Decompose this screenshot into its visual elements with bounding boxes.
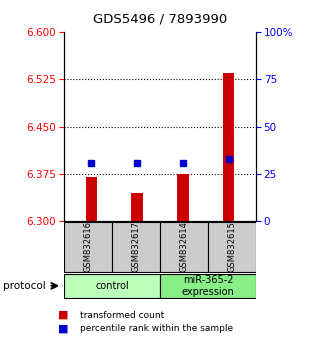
Bar bbox=[64, 274, 160, 298]
Bar bbox=[160, 222, 208, 272]
Text: miR-365-2
expression: miR-365-2 expression bbox=[182, 275, 234, 297]
Text: ■: ■ bbox=[58, 310, 68, 320]
Text: GSM832616: GSM832616 bbox=[84, 221, 92, 273]
Bar bbox=[112, 222, 160, 272]
Text: protocol: protocol bbox=[3, 281, 46, 291]
Bar bbox=[132, 193, 143, 221]
Bar bbox=[208, 222, 256, 272]
Bar bbox=[223, 73, 234, 221]
Text: GDS5496 / 7893990: GDS5496 / 7893990 bbox=[93, 12, 227, 25]
Text: GSM832615: GSM832615 bbox=[228, 222, 236, 272]
Text: GSM832614: GSM832614 bbox=[180, 222, 188, 272]
Text: ■: ■ bbox=[58, 323, 68, 333]
Bar bbox=[177, 174, 188, 221]
Text: GSM832617: GSM832617 bbox=[132, 221, 140, 273]
Bar bbox=[86, 177, 97, 221]
Text: transformed count: transformed count bbox=[80, 310, 164, 320]
Bar bbox=[64, 222, 112, 272]
Text: percentile rank within the sample: percentile rank within the sample bbox=[80, 324, 233, 333]
Text: control: control bbox=[95, 281, 129, 291]
Bar bbox=[160, 274, 256, 298]
